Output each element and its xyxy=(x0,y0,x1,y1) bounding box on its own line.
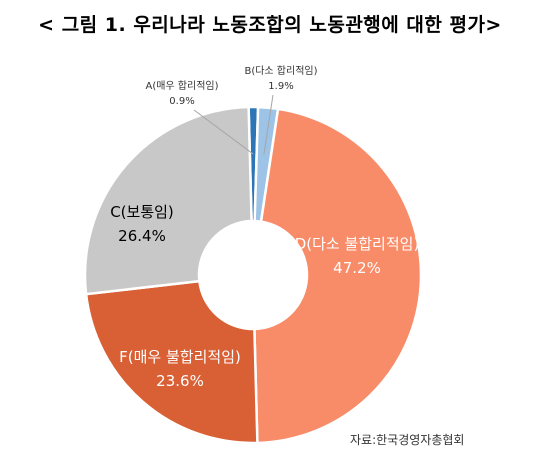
label-a-value: 0.9% xyxy=(169,96,194,107)
leader-line-b xyxy=(263,94,274,155)
label-c-category: C(보통임) xyxy=(110,203,174,221)
source-note: 자료:한국경영자총협회 xyxy=(350,433,465,447)
slice-f xyxy=(84,279,259,445)
label-b-value: 1.9% xyxy=(268,81,293,92)
slice-d xyxy=(253,107,423,445)
chart-title: < 그림 1. 우리나라 노동조합의 노동관행에 대한 평가> xyxy=(38,14,502,36)
label-f-value: 23.6% xyxy=(156,372,204,390)
label-b-category: B(다소 합리적임) xyxy=(244,64,317,77)
slice-labels: A(매우 합리적임) 0.9% B(다소 합리적임) 1.9% D(다소 불합리적임) 4… xyxy=(110,64,419,390)
label-c-value: 26.4% xyxy=(118,227,166,245)
donut-slices xyxy=(83,105,423,445)
label-a-category: A(매우 합리적임) xyxy=(145,79,218,92)
leader-line-a xyxy=(193,109,254,155)
label-f-category: F(매우 불합리적임) xyxy=(119,348,241,366)
label-d-value: 47.2% xyxy=(333,259,381,277)
leader-lines xyxy=(193,94,274,155)
slice-c xyxy=(83,105,253,296)
label-d-category: D(다소 불합리적임) xyxy=(295,235,420,253)
